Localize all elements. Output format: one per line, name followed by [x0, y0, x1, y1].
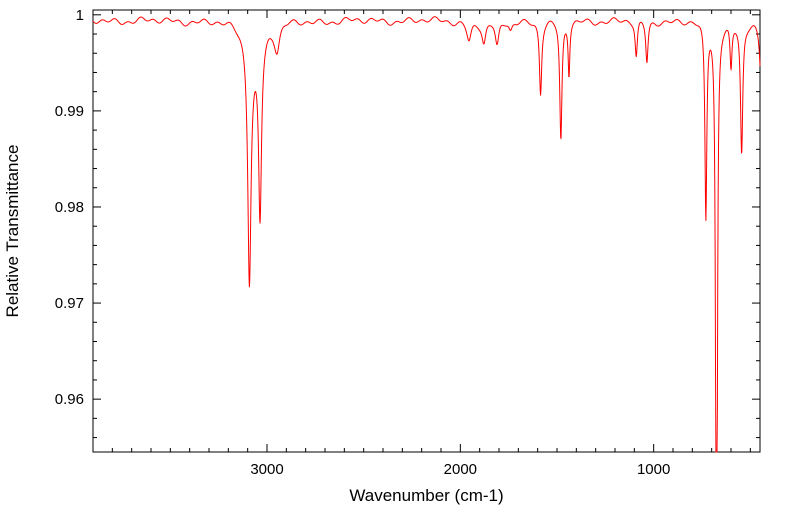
x-axis-label: Wavenumber (cm-1) [349, 486, 503, 505]
y-tick-label: 0.98 [55, 199, 84, 216]
tick-marks [92, 10, 760, 452]
x-tick-label: 1000 [637, 461, 670, 478]
spectrum-line-layer [92, 16, 761, 453]
y-tick-label: 0.96 [55, 391, 84, 408]
x-tick-label: 3000 [250, 461, 283, 478]
plot-frame [92, 9, 761, 453]
tick-layer: 1000 2000 3000 0.96 0.97 0.98 0.99 1 [55, 7, 760, 478]
x-tick-label: 2000 [444, 461, 477, 478]
y-tick-label: 0.97 [55, 295, 84, 312]
spectrum-line [92, 16, 761, 453]
y-axis-label: Relative Transmittance [3, 145, 22, 318]
y-tick-label: 1 [76, 7, 84, 24]
plot-frame-layer [92, 9, 761, 453]
y-tick-label: 0.99 [55, 103, 84, 120]
